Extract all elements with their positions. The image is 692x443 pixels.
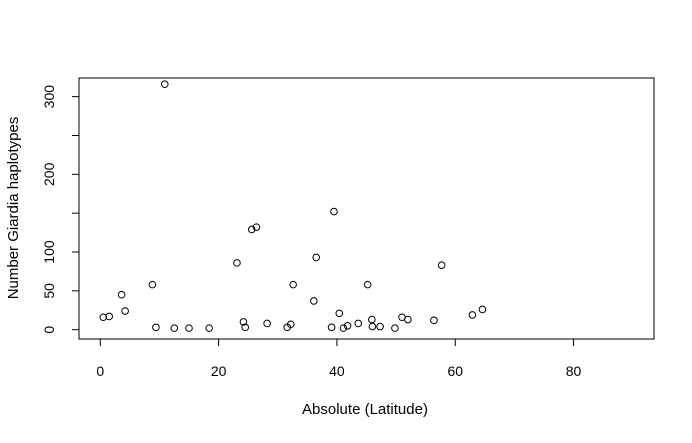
data-point — [170, 324, 179, 332]
data-point — [376, 322, 384, 331]
y-tick-label: 300 — [41, 85, 57, 109]
data-point — [468, 311, 477, 319]
data-point — [148, 280, 157, 289]
plot-frame — [78, 77, 655, 340]
data-point — [312, 253, 321, 262]
data-point — [339, 324, 348, 332]
data-point — [289, 280, 297, 289]
data-point — [286, 320, 295, 329]
data-point — [152, 323, 160, 332]
data-point — [239, 318, 248, 326]
y-tick-label: 0 — [41, 326, 57, 334]
x-axis: 0 20 40 60 80 — [96, 338, 582, 379]
data-point — [99, 313, 108, 322]
x-tick-label: 40 — [329, 363, 345, 379]
y-tick-label: 200 — [41, 162, 57, 186]
data-point — [363, 280, 372, 289]
x-tick-label: 0 — [96, 363, 104, 379]
data-point — [430, 316, 438, 325]
data-point — [241, 323, 250, 332]
data-point — [478, 305, 487, 314]
x-axis-label: Absolute (Latitude) — [302, 401, 428, 418]
data-point — [310, 297, 318, 305]
y-axis-label: Number Giardia haplotypes — [5, 117, 22, 300]
data-point — [185, 324, 193, 332]
data-point — [252, 223, 261, 231]
data-point — [247, 225, 256, 234]
data-point — [354, 319, 363, 328]
data-point — [404, 315, 412, 324]
data-point — [335, 309, 344, 318]
y-tick-label: 50 — [41, 283, 57, 299]
data-point — [233, 259, 241, 267]
data-point — [263, 319, 271, 328]
data-point — [368, 322, 377, 331]
data-point — [205, 324, 213, 332]
x-tick-label: 80 — [566, 363, 582, 379]
data-point — [368, 315, 376, 324]
data-point — [160, 80, 169, 89]
data-points — [99, 80, 487, 332]
data-point — [117, 290, 126, 299]
data-point — [437, 261, 446, 270]
data-point — [327, 323, 336, 332]
data-point — [391, 324, 399, 332]
x-tick-label: 20 — [211, 363, 227, 379]
y-tick-label: 100 — [41, 240, 57, 264]
data-point — [121, 307, 129, 315]
data-point — [330, 207, 338, 216]
x-tick-label: 60 — [447, 363, 463, 379]
y-axis: 0 50 100 200 300 — [41, 85, 80, 334]
data-point — [343, 321, 352, 330]
data-point — [105, 312, 113, 321]
